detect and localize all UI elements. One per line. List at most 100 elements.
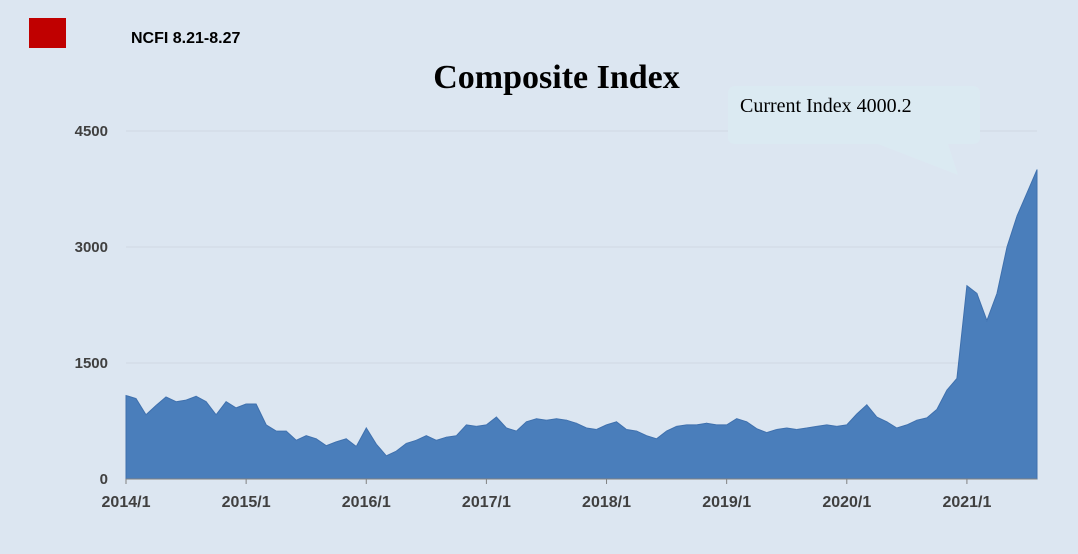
data-point bbox=[505, 427, 507, 429]
data-point bbox=[536, 418, 537, 420]
data-point bbox=[906, 424, 908, 426]
data-point bbox=[996, 292, 998, 294]
data-point bbox=[946, 389, 948, 391]
data-point bbox=[846, 424, 848, 426]
data-point bbox=[1036, 169, 1038, 171]
data-point bbox=[475, 425, 477, 427]
composite-index-area bbox=[125, 169, 1038, 480]
data-point bbox=[886, 421, 888, 423]
data-point bbox=[896, 427, 898, 429]
axes: 0 1500 3000 4500 2014/1 2015/1 2016/1 2017/1 201… bbox=[75, 123, 1037, 511]
data-point bbox=[706, 422, 708, 424]
ncfi-badge bbox=[29, 18, 66, 48]
data-point bbox=[175, 401, 177, 403]
data-point bbox=[185, 399, 187, 401]
data-point bbox=[736, 418, 738, 420]
data-point bbox=[676, 425, 678, 427]
data-point bbox=[205, 401, 207, 403]
data-point bbox=[435, 439, 437, 441]
data-point bbox=[976, 292, 978, 294]
data-point bbox=[1006, 246, 1008, 248]
data-point bbox=[405, 442, 407, 444]
data-point bbox=[525, 421, 527, 423]
data-point bbox=[495, 416, 497, 418]
data-point bbox=[716, 424, 718, 426]
x-tick-label: 2021/1 bbox=[942, 494, 991, 511]
data-point bbox=[686, 424, 688, 426]
data-point bbox=[285, 430, 287, 432]
data-point bbox=[215, 414, 217, 416]
y-tick-label: 4500 bbox=[75, 123, 108, 140]
grid-lines bbox=[126, 130, 1037, 364]
data-point bbox=[746, 421, 748, 423]
data-point bbox=[936, 408, 938, 410]
data-point bbox=[766, 432, 768, 434]
data-point bbox=[576, 422, 577, 424]
data-point bbox=[455, 435, 457, 437]
x-tick-label: 2016/1 bbox=[342, 494, 391, 511]
data-point bbox=[916, 419, 918, 421]
x-tick-label: 2018/1 bbox=[582, 494, 631, 511]
data-point bbox=[195, 395, 197, 397]
data-point bbox=[626, 429, 627, 430]
data-point bbox=[956, 378, 958, 379]
data-point bbox=[235, 407, 237, 409]
data-point bbox=[566, 419, 567, 421]
data-point bbox=[796, 429, 798, 430]
data-point bbox=[556, 418, 557, 420]
data-point bbox=[966, 285, 968, 287]
data-point bbox=[485, 424, 487, 426]
data-point bbox=[756, 428, 758, 430]
data-point bbox=[986, 320, 988, 321]
data-point bbox=[546, 419, 547, 421]
data-point bbox=[826, 424, 828, 426]
x-tick-label: 2014/1 bbox=[102, 494, 151, 511]
y-tick-label: 0 bbox=[100, 471, 108, 488]
data-point bbox=[275, 430, 277, 432]
data-point bbox=[245, 403, 247, 405]
data-point bbox=[646, 435, 648, 437]
data-point bbox=[726, 424, 728, 426]
data-point bbox=[656, 438, 658, 440]
data-point bbox=[606, 424, 607, 426]
data-point bbox=[225, 401, 227, 403]
x-tick-label: 2015/1 bbox=[222, 494, 271, 511]
data-point bbox=[776, 429, 778, 430]
x-tick-label: 2020/1 bbox=[822, 494, 871, 511]
data-point bbox=[926, 417, 928, 419]
data-point bbox=[866, 404, 868, 406]
x-tick-label: 2017/1 bbox=[462, 494, 511, 511]
data-point bbox=[786, 427, 788, 429]
y-tick-label: 3000 bbox=[75, 239, 108, 256]
callout-text: Current Index 4000.2 bbox=[740, 95, 912, 117]
data-point bbox=[806, 427, 808, 429]
data-point bbox=[616, 421, 617, 423]
current-index-callout bbox=[728, 86, 980, 175]
data-point bbox=[836, 425, 838, 427]
data-point bbox=[305, 435, 307, 437]
data-point bbox=[816, 425, 818, 427]
data-point bbox=[145, 414, 147, 416]
data-point bbox=[295, 439, 297, 441]
data-point bbox=[165, 396, 167, 398]
data-point bbox=[465, 424, 467, 426]
data-point bbox=[125, 395, 127, 396]
data-point bbox=[445, 436, 447, 438]
data-point bbox=[325, 445, 327, 447]
data-point bbox=[335, 441, 337, 443]
data-point bbox=[415, 439, 417, 441]
data-point bbox=[856, 413, 858, 415]
data-point bbox=[1016, 215, 1018, 217]
data-point bbox=[365, 427, 367, 429]
chart-title: Composite Index bbox=[433, 59, 680, 96]
y-tick-label: 1500 bbox=[75, 355, 108, 372]
data-point bbox=[596, 429, 597, 430]
data-point bbox=[1026, 192, 1028, 194]
series-area bbox=[125, 169, 1038, 480]
data-point bbox=[636, 430, 638, 432]
data-point bbox=[155, 405, 157, 406]
data-point bbox=[255, 403, 257, 405]
data-point bbox=[515, 430, 517, 432]
data-point bbox=[666, 430, 668, 432]
